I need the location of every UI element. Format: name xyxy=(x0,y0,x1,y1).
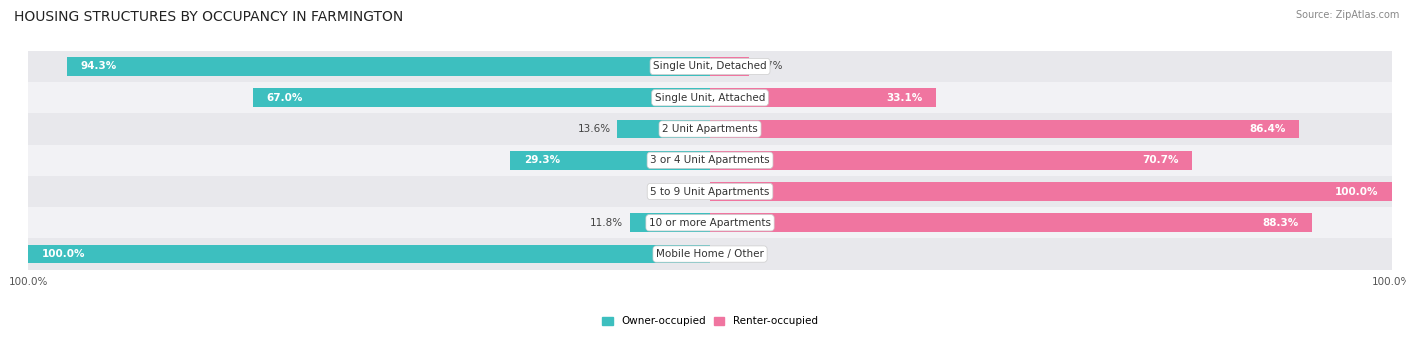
Text: 0.0%: 0.0% xyxy=(676,187,703,196)
Text: 0.0%: 0.0% xyxy=(717,249,744,259)
Bar xyxy=(710,57,749,76)
Text: Mobile Home / Other: Mobile Home / Other xyxy=(657,249,763,259)
Text: 33.1%: 33.1% xyxy=(886,93,922,103)
Text: 5.7%: 5.7% xyxy=(755,61,782,72)
Bar xyxy=(710,151,1192,169)
Bar xyxy=(28,145,1392,176)
Bar xyxy=(28,245,710,263)
Bar xyxy=(28,238,1392,270)
Bar xyxy=(28,51,1392,82)
Bar xyxy=(630,213,710,232)
Text: Source: ZipAtlas.com: Source: ZipAtlas.com xyxy=(1295,10,1399,20)
Bar xyxy=(617,120,710,138)
Text: 5 to 9 Unit Apartments: 5 to 9 Unit Apartments xyxy=(651,187,769,196)
Bar xyxy=(710,88,936,107)
Bar xyxy=(710,213,1312,232)
Text: 86.4%: 86.4% xyxy=(1249,124,1285,134)
Legend: Owner-occupied, Renter-occupied: Owner-occupied, Renter-occupied xyxy=(598,312,823,331)
Bar xyxy=(510,151,710,169)
Text: Single Unit, Detached: Single Unit, Detached xyxy=(654,61,766,72)
Text: 13.6%: 13.6% xyxy=(578,124,610,134)
Bar xyxy=(710,182,1392,201)
Text: 100.0%: 100.0% xyxy=(1334,187,1378,196)
Text: 10 or more Apartments: 10 or more Apartments xyxy=(650,218,770,228)
Text: 100.0%: 100.0% xyxy=(42,249,86,259)
Bar xyxy=(710,120,1299,138)
Bar xyxy=(28,113,1392,145)
Text: 3 or 4 Unit Apartments: 3 or 4 Unit Apartments xyxy=(650,155,770,165)
Bar xyxy=(253,88,710,107)
Bar xyxy=(28,82,1392,113)
Text: 88.3%: 88.3% xyxy=(1263,218,1299,228)
Text: 70.7%: 70.7% xyxy=(1142,155,1178,165)
Bar xyxy=(67,57,710,76)
Text: 94.3%: 94.3% xyxy=(80,61,117,72)
Text: 2 Unit Apartments: 2 Unit Apartments xyxy=(662,124,758,134)
Text: 29.3%: 29.3% xyxy=(524,155,560,165)
Text: 67.0%: 67.0% xyxy=(267,93,304,103)
Bar xyxy=(28,207,1392,238)
Text: Single Unit, Attached: Single Unit, Attached xyxy=(655,93,765,103)
Text: HOUSING STRUCTURES BY OCCUPANCY IN FARMINGTON: HOUSING STRUCTURES BY OCCUPANCY IN FARMI… xyxy=(14,10,404,24)
Bar xyxy=(28,176,1392,207)
Text: 11.8%: 11.8% xyxy=(589,218,623,228)
